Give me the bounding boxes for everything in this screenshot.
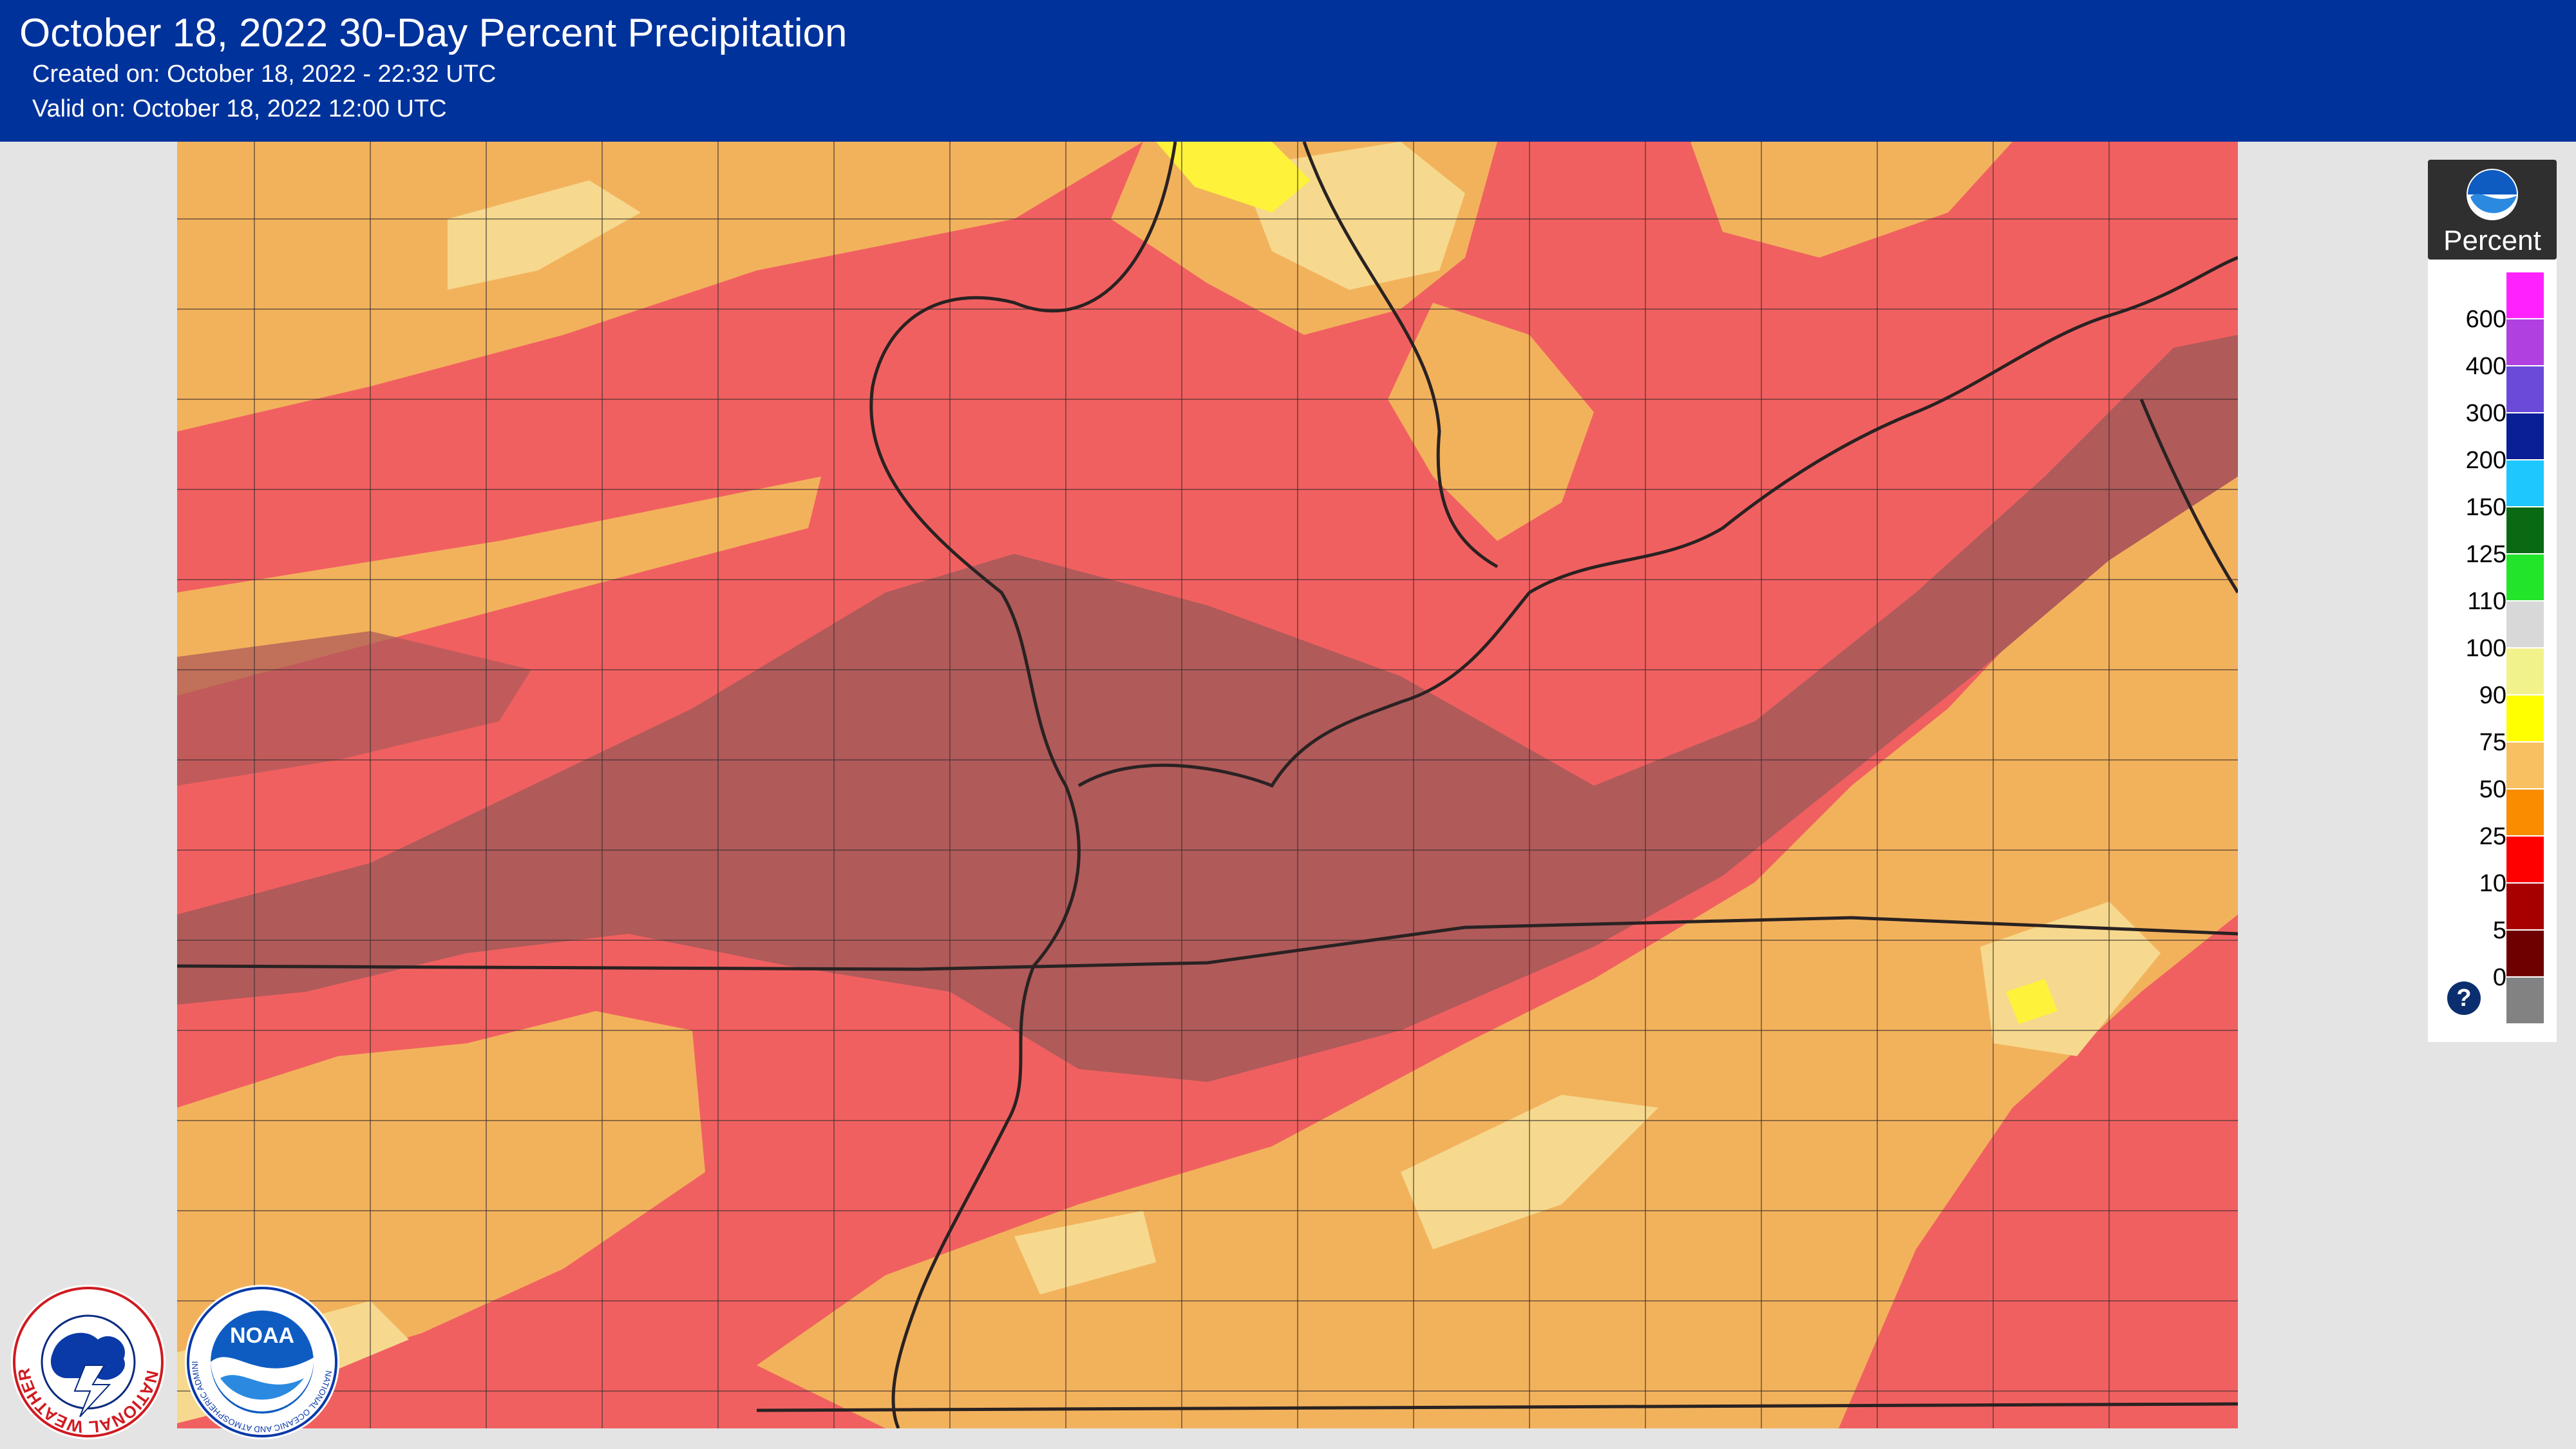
legend-swatch [2506,413,2544,459]
legend-label: 600 [2465,306,2506,333]
legend-label: 110 [2467,588,2506,615]
legend-body: 600 400 300 200 150 125 110 100 90 75 50 25 10 5 0? [2428,260,2557,1042]
legend-swatch [2506,743,2544,788]
legend-swatch [2506,460,2544,506]
legend-label: 100 [2465,635,2506,662]
legend-swatch [2506,978,2544,1023]
legend-header: Percent [2428,160,2557,260]
legend-label: 150 [2465,494,2506,521]
legend-label: 300 [2465,400,2506,427]
created-timestamp: Created on: October 18, 2022 - 22:32 UTC [32,61,497,88]
header-bar: October 18, 2022 30-Day Percent Precipit… [0,0,2576,142]
noaa-logo-icon: NOAA NATIONAL OCEANIC AND ATMOSPHERIC AD… [182,1282,339,1439]
legend-swatch [2506,790,2544,835]
legend-label: 5 [2492,917,2506,944]
legend-label: 75 [2479,729,2506,756]
legend-swatch [2506,884,2544,929]
help-icon[interactable]: ? [2447,981,2481,1015]
precipitation-map[interactable] [177,142,2238,1428]
legend-label: 10 [2479,870,2506,897]
legend: Percent 600 400 300 200 150 125 110 100 90 75 50 25… [2428,160,2557,1042]
legend-unit-label: Percent [2443,225,2541,256]
legend-label: 90 [2479,682,2506,709]
legend-label: 125 [2465,541,2506,568]
legend-label: 50 [2479,776,2506,803]
legend-swatch [2506,649,2544,694]
nws-logo-icon: NATIONAL WEATHER SERVICE [8,1282,166,1439]
legend-label: 400 [2465,353,2506,380]
legend-swatch [2506,931,2544,976]
legend-swatch [2506,837,2544,882]
legend-label: 0 [2492,964,2506,991]
page-title: October 18, 2022 30-Day Percent Precipit… [19,11,848,55]
legend-swatch [2506,696,2544,741]
legend-swatch [2506,272,2544,318]
noaa-mini-icon [2467,169,2518,220]
legend-swatch [2506,554,2544,600]
legend-swatch [2506,319,2544,365]
legend-swatch [2506,507,2544,553]
valid-timestamp: Valid on: October 18, 2022 12:00 UTC [32,95,447,122]
legend-label: 200 [2465,447,2506,474]
legend-swatch [2506,366,2544,412]
noaa-logo-text: NOAA [230,1323,294,1348]
legend-label: 25 [2479,823,2506,850]
legend-swatch [2506,601,2544,647]
